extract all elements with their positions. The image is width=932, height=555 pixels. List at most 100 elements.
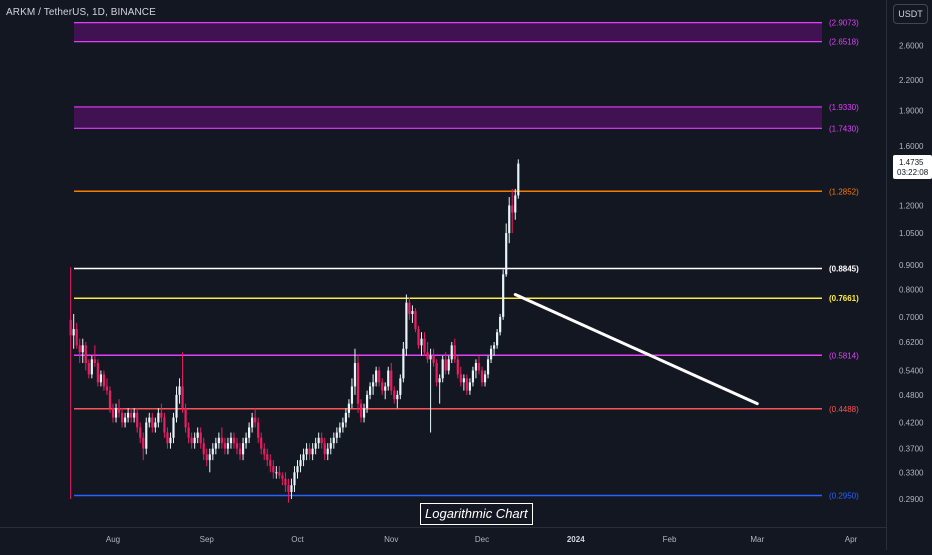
candle-body: [408, 302, 411, 314]
candle-body: [338, 427, 341, 433]
candle-body: [299, 460, 302, 467]
candle-body: [332, 437, 335, 444]
candle-body: [284, 478, 287, 486]
candle-body: [396, 394, 399, 400]
candle-body: [75, 329, 78, 346]
candle-body: [305, 448, 308, 455]
candle-body: [208, 454, 211, 461]
y-tick-label: 0.7000: [899, 313, 924, 322]
candle-body: [378, 370, 381, 383]
candle-body: [480, 370, 484, 383]
candle-body: [254, 417, 257, 423]
candle-body: [178, 386, 181, 395]
candle-body: [483, 374, 487, 383]
candle-body: [508, 205, 511, 234]
y-tick-label: 0.8000: [899, 285, 924, 294]
candle-body: [447, 359, 450, 371]
x-tick-label: Sep: [200, 535, 215, 544]
trend-layer: [513, 293, 759, 406]
candle-body: [293, 472, 296, 486]
y-tick-label: 0.4800: [899, 391, 924, 400]
zone-0-high-label: (2.9073): [829, 19, 859, 28]
candle-body: [287, 485, 290, 493]
y-tick-label: 1.2000: [899, 201, 924, 210]
y-axis[interactable]: 2.6000 2.2000 1.9000 1.6000 1.2000 1.0500 0.90…: [899, 42, 924, 504]
candle-body: [229, 437, 233, 444]
candle-body: [311, 448, 314, 455]
candle-body: [341, 422, 344, 428]
y-tick-label: 0.2900: [899, 495, 924, 504]
candle-body: [151, 417, 154, 428]
candle-body: [127, 412, 130, 418]
candle-body: [244, 437, 248, 444]
zones-layer: (2.9073) (2.6518) (1.9330) (1.7430): [74, 19, 859, 133]
candle-body: [133, 412, 136, 418]
candle-body: [414, 311, 417, 330]
y-tick-label: 0.4200: [899, 418, 924, 427]
currency-button[interactable]: USDT: [893, 4, 928, 24]
x-tick-label: Mar: [750, 535, 764, 544]
candle-body: [190, 437, 193, 444]
candle-body: [350, 386, 354, 404]
candle-body: [429, 355, 432, 360]
candle-body: [499, 316, 502, 333]
candle-body: [217, 437, 220, 444]
last-price-countdown: 03:22:08: [897, 168, 929, 177]
candle-body: [166, 432, 169, 444]
x-tick-label: Aug: [106, 535, 120, 544]
candle-body: [372, 382, 375, 387]
y-tick-label: 0.3300: [899, 468, 924, 477]
candle-body: [269, 460, 272, 467]
candle-body: [111, 408, 115, 418]
candle-body: [130, 412, 133, 418]
x-tick-label: Apr: [845, 535, 858, 544]
candle-body: [323, 443, 326, 455]
y-tick-label: 0.6200: [899, 338, 924, 347]
candle-body: [387, 370, 390, 387]
candle-body: [459, 374, 462, 383]
candle-body: [96, 363, 99, 383]
candle-body: [417, 329, 420, 346]
candle-body: [117, 408, 121, 413]
levels-layer: (1.2852) (0.8845) (0.7661) (0.5814) (0.4488)…: [74, 187, 859, 500]
candle-body: [114, 408, 118, 418]
candle-body: [278, 472, 281, 476]
x-axis[interactable]: Aug Sep Oct Nov Dec 2024 Feb Mar Apr: [106, 535, 858, 544]
candle-body: [266, 454, 269, 461]
candle-body: [193, 437, 196, 444]
candle-body: [78, 345, 81, 353]
zone-0-low-label: (2.6518): [829, 38, 859, 47]
candle-body: [154, 422, 157, 428]
candle-body: [172, 417, 175, 438]
candle-body: [326, 448, 329, 455]
candle-body: [251, 417, 254, 428]
candle-body: [450, 345, 453, 360]
candle-body: [187, 427, 190, 438]
candle-body: [136, 412, 139, 428]
candle-body: [142, 437, 145, 449]
last-price-value: 1.4735: [899, 158, 924, 167]
candle-body: [468, 382, 472, 391]
candle-body: [393, 390, 396, 400]
candle-body: [248, 427, 251, 438]
candle-body: [471, 370, 475, 383]
candle-body: [505, 233, 508, 275]
candle-body: [347, 403, 351, 413]
candle-body: [362, 408, 366, 418]
candle-body: [344, 412, 347, 423]
candle-body: [108, 390, 112, 409]
candle-body: [69, 319, 72, 336]
level-label-4: (0.4488): [829, 405, 859, 414]
candle-body: [438, 378, 441, 383]
level-label-2: (0.7661): [829, 294, 859, 303]
candle-body: [290, 485, 293, 493]
x-tick-label: 2024: [567, 535, 585, 544]
candle-body: [356, 363, 360, 404]
level-label-0: (1.2852): [829, 187, 859, 196]
candle-body: [402, 348, 405, 379]
candle-body: [184, 408, 187, 428]
candle-body: [105, 386, 109, 391]
